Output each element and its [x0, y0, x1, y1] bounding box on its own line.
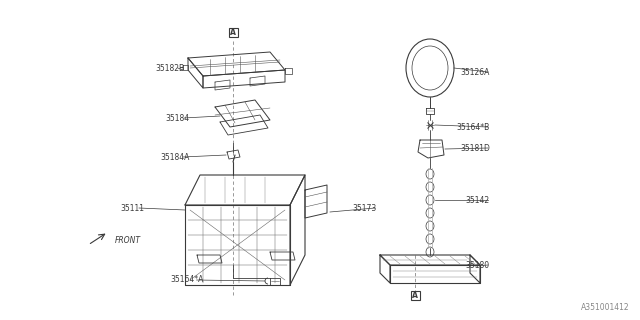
Text: 35164*A: 35164*A — [170, 276, 204, 284]
FancyBboxPatch shape — [228, 28, 237, 36]
Text: 35184: 35184 — [165, 114, 189, 123]
FancyBboxPatch shape — [410, 291, 419, 300]
Text: 35142: 35142 — [466, 196, 490, 204]
Text: 35164*B: 35164*B — [457, 123, 490, 132]
Text: A: A — [230, 28, 236, 36]
Text: 35111: 35111 — [120, 204, 144, 212]
Text: 35181D: 35181D — [460, 143, 490, 153]
Text: A351001412: A351001412 — [581, 303, 630, 312]
Text: 35184A: 35184A — [160, 153, 189, 162]
Text: 35180: 35180 — [466, 260, 490, 269]
Text: 35173: 35173 — [353, 204, 377, 212]
Text: A: A — [412, 291, 418, 300]
Text: FRONT: FRONT — [115, 236, 141, 244]
Text: 35182B: 35182B — [155, 63, 184, 73]
Text: 35126A: 35126A — [461, 68, 490, 76]
